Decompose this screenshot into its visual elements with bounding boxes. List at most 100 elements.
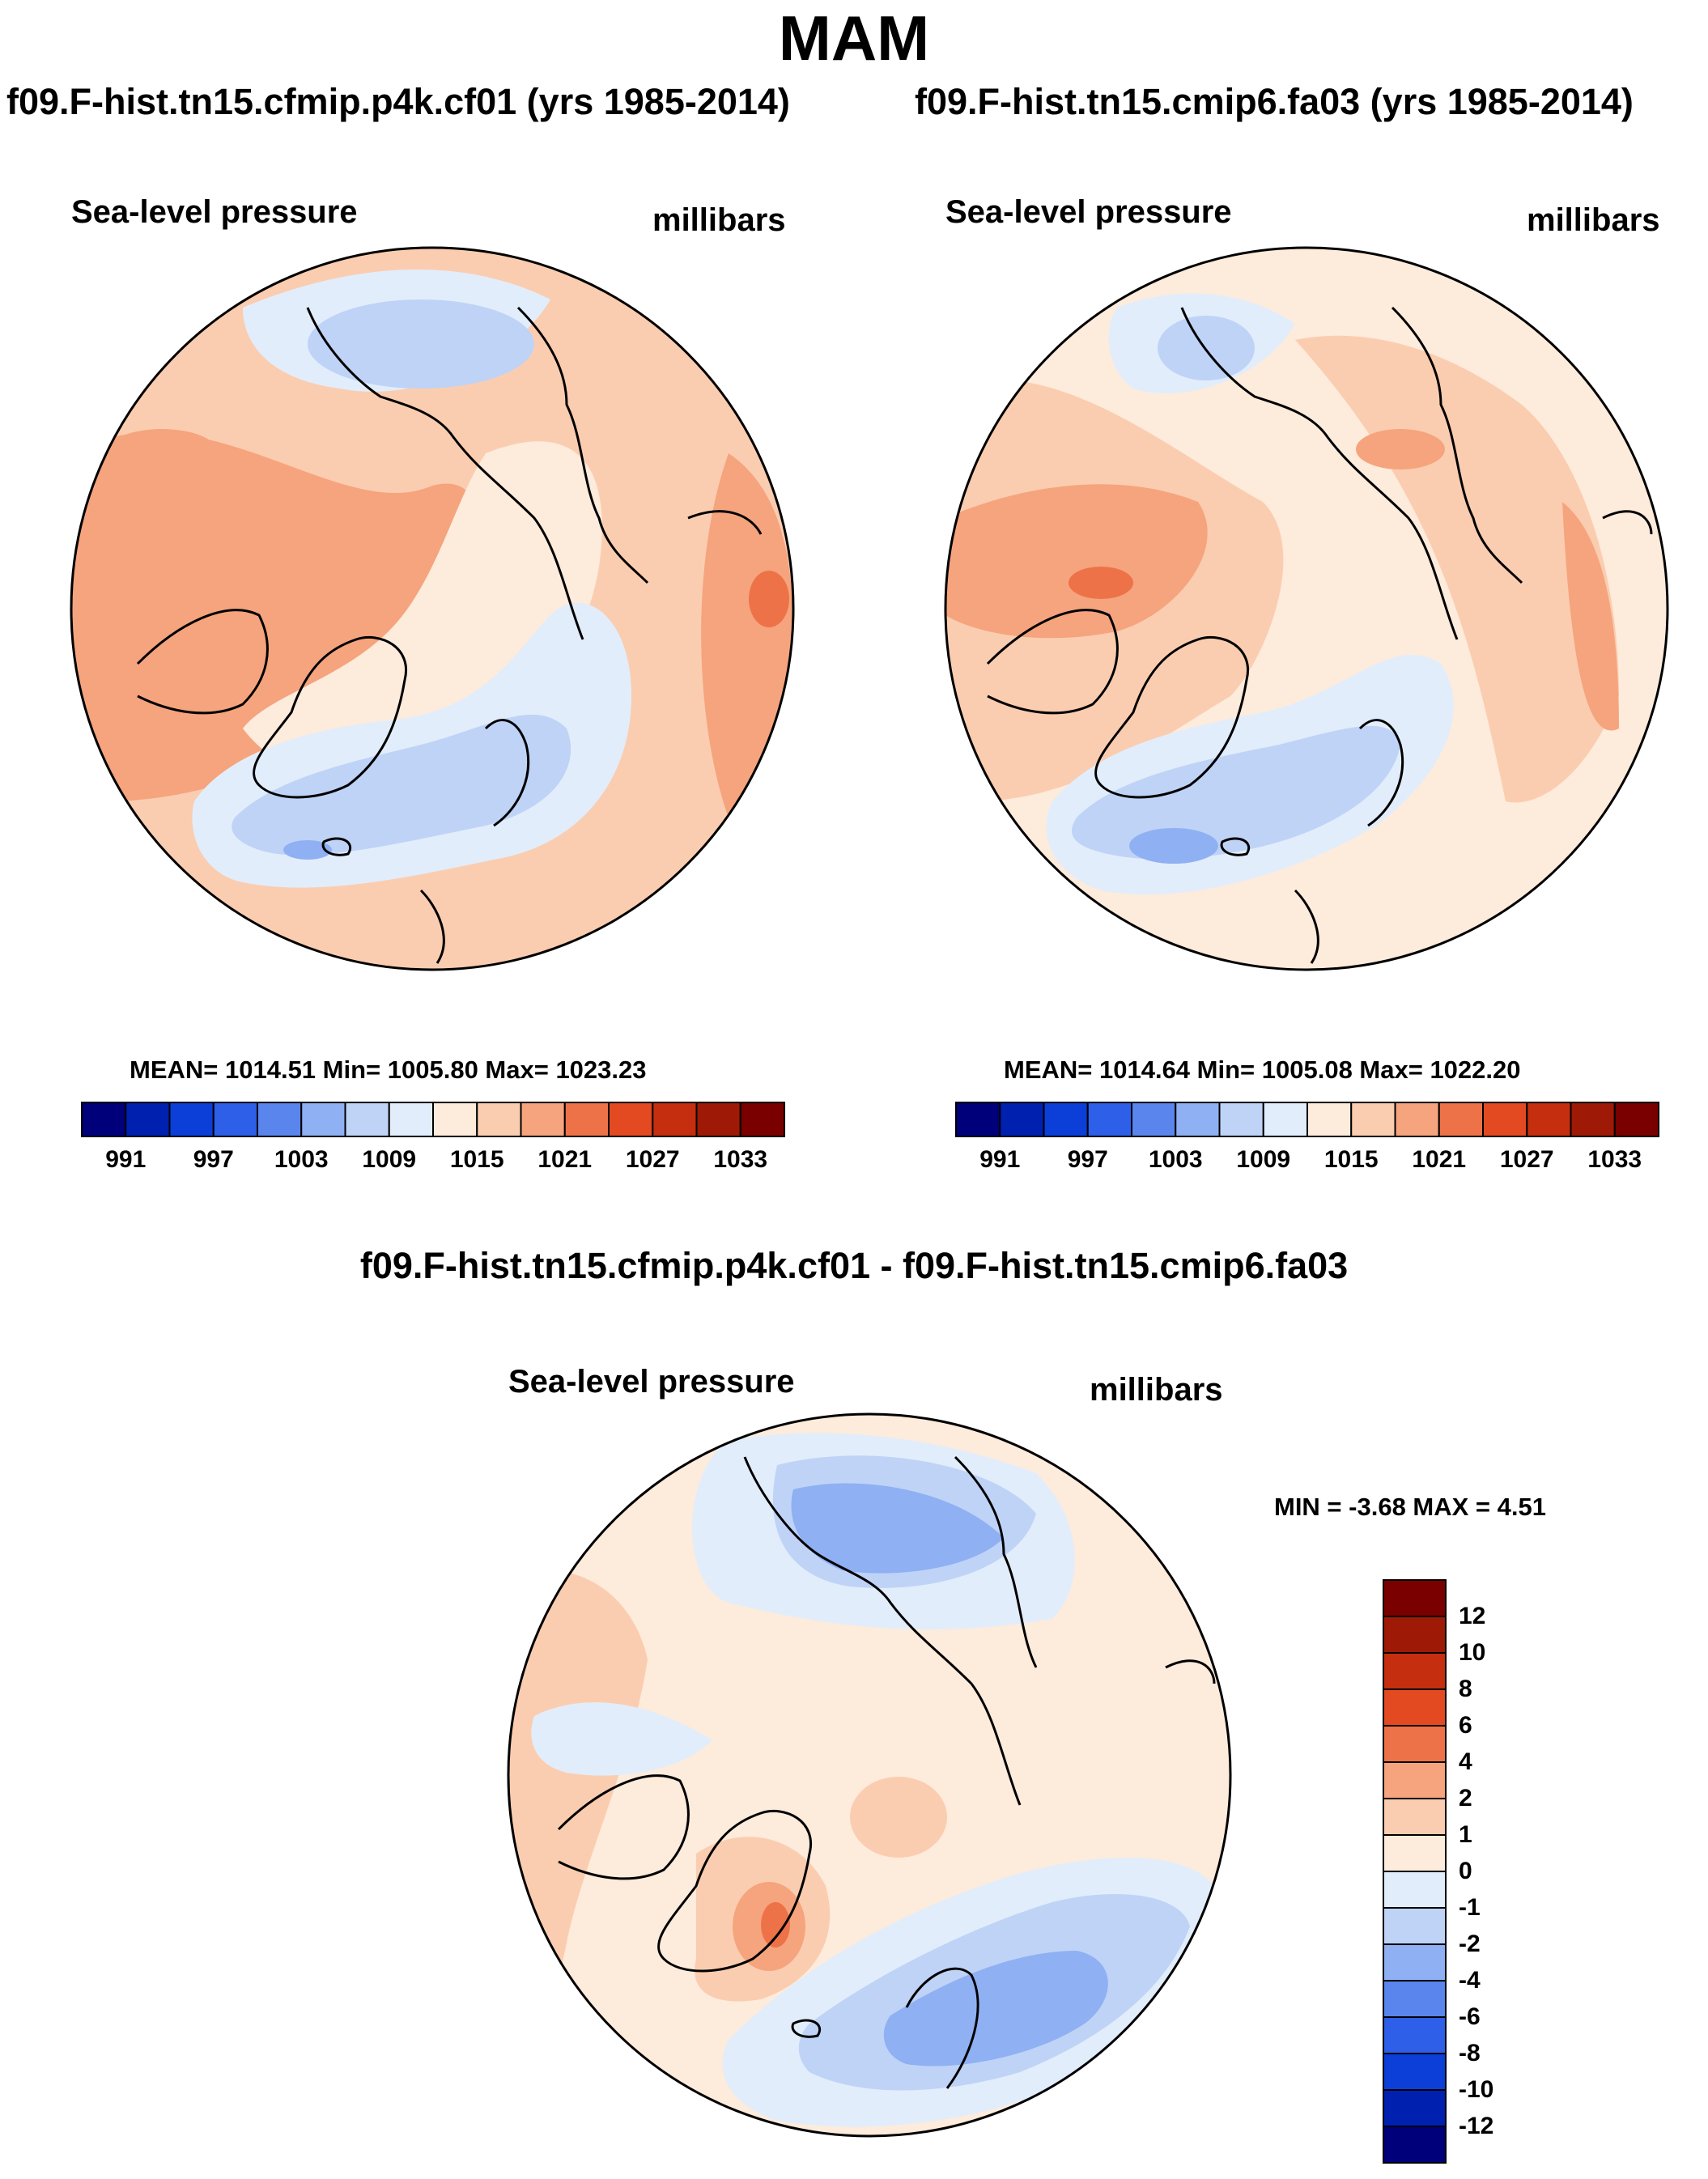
colorbar-swatch xyxy=(955,1102,1001,1137)
slp-diff-field xyxy=(508,1414,1230,2136)
colorbar-swatch xyxy=(1262,1102,1308,1137)
panel-diff-units-label: millibars xyxy=(1090,1372,1223,1408)
colorbar-swatch xyxy=(1383,1688,1447,1727)
polar-map-case1 xyxy=(70,246,795,971)
colorbar-tick-label: 1021 xyxy=(537,1146,593,1173)
colorbar-swatch xyxy=(1383,1907,1447,1945)
map-boundary-case1 xyxy=(70,246,795,971)
colorbar-tick-label: 1 xyxy=(1459,1821,1472,1848)
colorbar-swatch xyxy=(1131,1102,1177,1137)
coastlines-case2 xyxy=(986,306,1653,964)
main-title: MAM xyxy=(778,2,930,74)
colorbar-tick-label: 2 xyxy=(1459,1785,1472,1812)
colorbar-case1 xyxy=(81,1102,785,1137)
slp-field-case1 xyxy=(71,248,793,970)
panel-diff-stats: MIN = -3.68 MAX = 4.51 xyxy=(1274,1493,1546,1521)
map-boundary-case2 xyxy=(944,246,1669,971)
colorbar-swatch xyxy=(563,1102,610,1137)
colorbar-tick-label: 991 xyxy=(105,1146,147,1173)
colorbar-tick-label: 10 xyxy=(1459,1639,1486,1666)
colorbar-swatch xyxy=(432,1102,478,1137)
colorbar-swatch xyxy=(1383,1616,1447,1654)
colorbar-tick-label: 1015 xyxy=(1323,1146,1379,1173)
colorbar-swatch xyxy=(125,1102,171,1137)
colorbar-tick-label: -1 xyxy=(1459,1894,1481,1921)
colorbar-swatch xyxy=(1613,1102,1659,1137)
colorbar-swatch xyxy=(1383,1943,1447,1981)
colorbar-tick-label: 1015 xyxy=(449,1146,504,1173)
colorbar-swatch xyxy=(1350,1102,1396,1137)
colorbar-swatch xyxy=(695,1102,741,1137)
colorbar-swatch xyxy=(257,1102,303,1137)
colorbar-tick-label: 1033 xyxy=(1587,1146,1642,1173)
colorbar-tick-label: -6 xyxy=(1459,2003,1481,2030)
colorbar-swatch xyxy=(476,1102,522,1137)
colorbar-swatch xyxy=(1438,1102,1484,1137)
colorbar-swatch xyxy=(388,1102,434,1137)
colorbar-swatch xyxy=(1482,1102,1528,1137)
colorbar-swatch xyxy=(81,1102,127,1137)
colorbar-tick-label: 1027 xyxy=(1499,1146,1554,1173)
colorbar-swatch xyxy=(520,1102,566,1137)
colorbar-swatch xyxy=(1383,1798,1447,1836)
colorbar-swatch xyxy=(1383,1652,1447,1690)
colorbar-tick-label: 1009 xyxy=(362,1146,417,1173)
colorbar-tick-label: 1009 xyxy=(1236,1146,1291,1173)
polar-map-case2 xyxy=(944,246,1669,971)
colorbar-swatch xyxy=(999,1102,1045,1137)
colorbar-tick-label: 1003 xyxy=(274,1146,329,1173)
colorbar-tick-label: 997 xyxy=(193,1146,234,1173)
colorbar-tick-label: -12 xyxy=(1459,2113,1494,2139)
polar-map-diff xyxy=(507,1412,1232,2138)
colorbar-swatch xyxy=(1394,1102,1440,1137)
panel-case2-variable-label: Sea-level pressure xyxy=(945,194,1232,230)
colorbar-tick-label: 12 xyxy=(1459,1603,1486,1629)
colorbar-case2 xyxy=(955,1102,1659,1137)
colorbar-swatch xyxy=(1086,1102,1132,1137)
colorbar-swatch xyxy=(300,1102,346,1137)
colorbar-tick-label: 997 xyxy=(1067,1146,1108,1173)
colorbar-swatch xyxy=(1383,1834,1447,1872)
colorbar-tick-label: 1003 xyxy=(1148,1146,1203,1173)
colorbar-swatch xyxy=(1570,1102,1616,1137)
colorbar-swatch xyxy=(1383,1579,1447,1617)
colorbar-tick-label: -8 xyxy=(1459,2040,1481,2066)
colorbar-tick-label: 1027 xyxy=(625,1146,680,1173)
colorbar-swatch xyxy=(1383,2089,1447,2127)
panel-diff-variable-label: Sea-level pressure xyxy=(508,1364,795,1400)
colorbar-tick-label: 6 xyxy=(1459,1712,1472,1739)
colorbar-swatch xyxy=(652,1102,698,1137)
panel-case1-title: f09.F-hist.tn15.cfmip.p4k.cf01 (yrs 1985… xyxy=(6,81,790,122)
panel-case1-units-label: millibars xyxy=(652,202,786,238)
colorbar-swatch xyxy=(168,1102,215,1137)
colorbar-swatch xyxy=(1218,1102,1264,1137)
colorbar-tick-label: 991 xyxy=(979,1146,1021,1173)
colorbar-swatch xyxy=(1306,1102,1353,1137)
panel-case1-stats: MEAN= 1014.51 Min= 1005.80 Max= 1023.23 xyxy=(130,1056,647,1084)
colorbar-swatch xyxy=(739,1102,785,1137)
panel-case1-variable-label: Sea-level pressure xyxy=(71,194,358,230)
slp-field-case2 xyxy=(945,248,1668,970)
colorbar-tick-label: 1033 xyxy=(713,1146,768,1173)
colorbar-tick-label: -4 xyxy=(1459,1967,1481,1994)
map-boundary-diff xyxy=(507,1412,1232,2138)
panel-case2-units-label: millibars xyxy=(1527,202,1660,238)
colorbar-diff xyxy=(1383,1579,1447,2164)
colorbar-swatch xyxy=(1383,1871,1447,1909)
colorbar-tick-label: -2 xyxy=(1459,1931,1481,1957)
colorbar-tick-label: 4 xyxy=(1459,1748,1472,1775)
panel-case2-stats: MEAN= 1014.64 Min= 1005.08 Max= 1022.20 xyxy=(1004,1056,1521,1084)
colorbar-tick-label: -10 xyxy=(1459,2076,1494,2103)
colorbar-swatch xyxy=(1526,1102,1572,1137)
colorbar-swatch xyxy=(1383,1980,1447,2018)
colorbar-swatch xyxy=(1175,1102,1221,1137)
colorbar-swatch xyxy=(608,1102,654,1137)
colorbar-tick-label: 1021 xyxy=(1412,1146,1467,1173)
coastlines-diff xyxy=(557,1455,1216,2089)
colorbar-swatch xyxy=(1383,2016,1447,2054)
coastlines-case1 xyxy=(136,306,763,964)
colorbar-tick-label: 8 xyxy=(1459,1676,1472,1702)
colorbar-swatch xyxy=(1043,1102,1089,1137)
colorbar-swatch xyxy=(1383,1761,1447,1799)
